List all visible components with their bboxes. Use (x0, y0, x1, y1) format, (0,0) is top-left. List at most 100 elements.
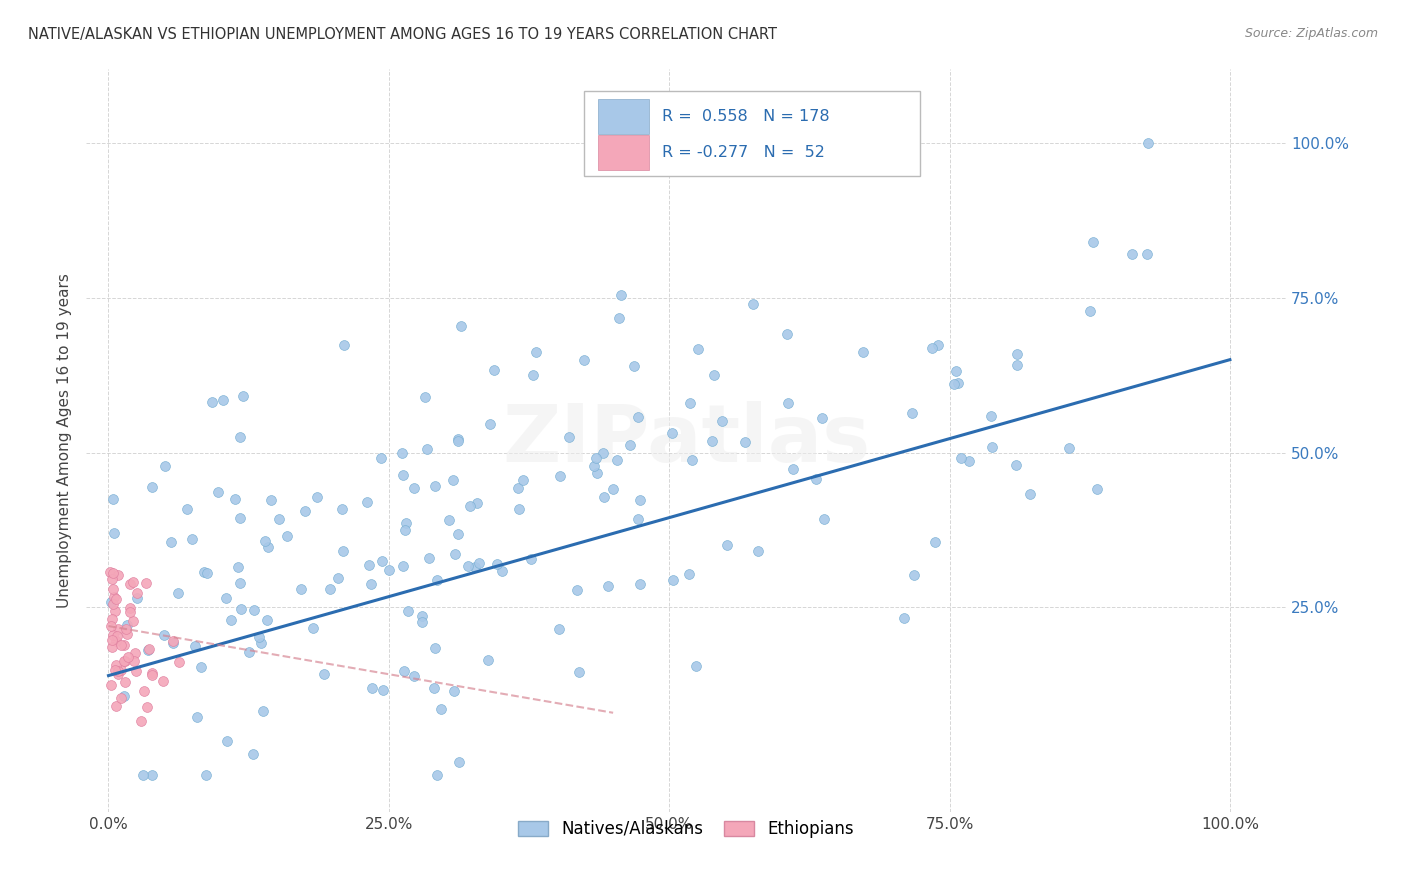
Point (100, 612, 122, 626)
Point (627, 409, 650, 424)
Point (135, 576, 157, 591)
Point (312, 666, 335, 681)
Point (602, 482, 624, 496)
Point (125, 591, 148, 605)
Point (520, 552, 543, 566)
Point (120, 605, 142, 619)
Point (101, 632, 124, 647)
Point (627, 512, 650, 526)
Point (152, 673, 174, 688)
Point (186, 710, 208, 724)
Point (592, 490, 614, 504)
Point (703, 368, 725, 383)
Point (107, 567, 129, 582)
Point (101, 572, 124, 586)
Point (411, 608, 433, 623)
Point (734, 434, 756, 449)
Point (568, 665, 591, 680)
Point (107, 623, 129, 637)
Point (226, 560, 249, 574)
Point (946, 376, 969, 390)
Point (332, 544, 354, 558)
Point (360, 576, 382, 591)
Point (1019, 487, 1042, 501)
Point (162, 633, 184, 648)
Point (100, 618, 122, 632)
Point (100, 594, 122, 608)
Point (423, 681, 446, 695)
Point (609, 310, 631, 325)
Text: R =  0.558   N = 178: R = 0.558 N = 178 (662, 109, 830, 124)
Point (101, 582, 124, 597)
Point (195, 566, 218, 580)
Point (100, 678, 122, 692)
Point (104, 698, 127, 713)
Point (685, 659, 707, 673)
Point (356, 495, 378, 509)
Point (107, 665, 129, 679)
Point (927, 338, 949, 352)
Point (482, 363, 505, 377)
Point (228, 510, 250, 524)
Point (450, 318, 472, 333)
Point (404, 481, 426, 495)
Point (333, 338, 356, 352)
Point (114, 654, 136, 668)
Point (592, 446, 614, 460)
Point (1121, 247, 1143, 261)
Point (810, 411, 832, 425)
Point (441, 473, 464, 487)
Point (162, 636, 184, 650)
Point (160, 535, 183, 549)
Text: Source: ZipAtlas.com: Source: ZipAtlas.com (1244, 27, 1378, 40)
Point (371, 683, 394, 698)
Point (478, 417, 501, 432)
Point (224, 492, 246, 507)
Point (193, 566, 215, 580)
Point (378, 563, 401, 577)
Point (194, 768, 217, 782)
Point (778, 396, 800, 410)
Point (115, 623, 138, 637)
Point (371, 554, 394, 568)
Point (101, 597, 124, 611)
Point (141, 668, 163, 682)
Point (256, 613, 278, 627)
Point (117, 627, 139, 641)
Point (596, 579, 619, 593)
Point (260, 493, 283, 508)
Point (678, 567, 700, 582)
Point (565, 583, 588, 598)
Point (104, 658, 127, 673)
Point (924, 535, 946, 549)
Point (105, 629, 128, 643)
Point (439, 513, 461, 527)
Point (360, 681, 382, 695)
Point (131, 768, 153, 782)
Point (215, 591, 238, 605)
Point (921, 342, 943, 356)
Point (512, 473, 534, 487)
Point (392, 664, 415, 678)
Legend: Natives/Alaskans, Ethiopians: Natives/Alaskans, Ethiopians (512, 814, 860, 845)
Point (392, 558, 415, 573)
Point (609, 287, 631, 301)
Point (184, 639, 207, 653)
Point (238, 645, 260, 659)
Point (903, 567, 925, 582)
Text: NATIVE/ALASKAN VS ETHIOPIAN UNEMPLOYMENT AMONG AGES 16 TO 19 YEARS CORRELATION C: NATIVE/ALASKAN VS ETHIOPIAN UNEMPLOYMENT… (28, 27, 778, 42)
Point (413, 390, 436, 404)
Point (1083, 235, 1105, 249)
Point (443, 683, 465, 698)
Point (1078, 304, 1101, 318)
Y-axis label: Unemployment Among Ages 16 to 19 years: Unemployment Among Ages 16 to 19 years (58, 273, 72, 607)
Point (585, 450, 607, 465)
Point (232, 389, 254, 403)
FancyBboxPatch shape (583, 91, 920, 177)
Point (957, 454, 980, 468)
Point (710, 414, 733, 428)
Point (741, 297, 763, 311)
Point (294, 504, 316, 518)
Point (256, 540, 278, 554)
Point (107, 667, 129, 681)
